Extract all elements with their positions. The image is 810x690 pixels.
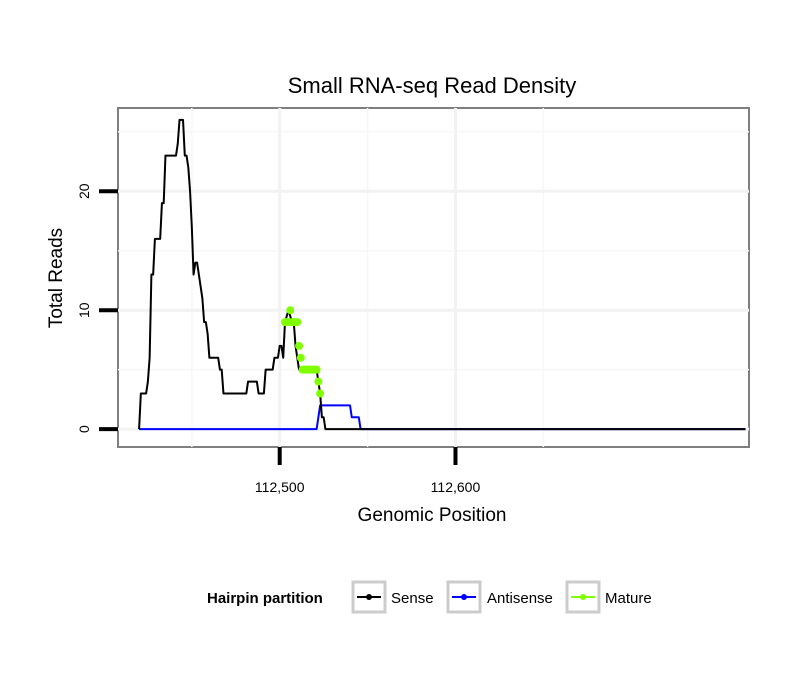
x-axis-label: Genomic Position — [358, 505, 507, 526]
plot-panel — [117, 107, 750, 448]
y-tick-label: 10 — [76, 302, 92, 318]
legend-item-antisense: Antisense — [446, 580, 553, 614]
legend-item-mature: Mature — [565, 580, 652, 614]
x-tick-label: 112,500 — [255, 479, 305, 495]
y-tick-label: 20 — [76, 183, 92, 199]
mature-point — [295, 341, 304, 350]
legend-label-mature: Mature — [605, 590, 652, 607]
mature-point — [314, 377, 323, 386]
mature-point — [312, 365, 321, 374]
legend-label-sense: Sense — [391, 590, 434, 607]
mature-point — [293, 318, 302, 327]
mature-points — [280, 306, 325, 398]
mature-point — [316, 389, 325, 398]
y-tick-label: 0 — [76, 425, 92, 433]
mature-point — [286, 306, 295, 315]
legend-title: Hairpin partition — [207, 590, 323, 607]
legend: Hairpin partition Sense Antisense Mature — [207, 580, 652, 614]
y-axis-label: Total Reads — [46, 228, 67, 328]
x-tick-label: 112,600 — [431, 479, 481, 495]
legend-label-antisense: Antisense — [487, 590, 553, 607]
legend-item-sense: Sense — [351, 580, 434, 614]
series-line-antisense — [139, 404, 746, 431]
axes: 0 10 20 112,500 112,600 — [76, 183, 480, 495]
mature-point — [296, 353, 305, 362]
chart-title: Small RNA-seq Read Density — [288, 73, 577, 98]
